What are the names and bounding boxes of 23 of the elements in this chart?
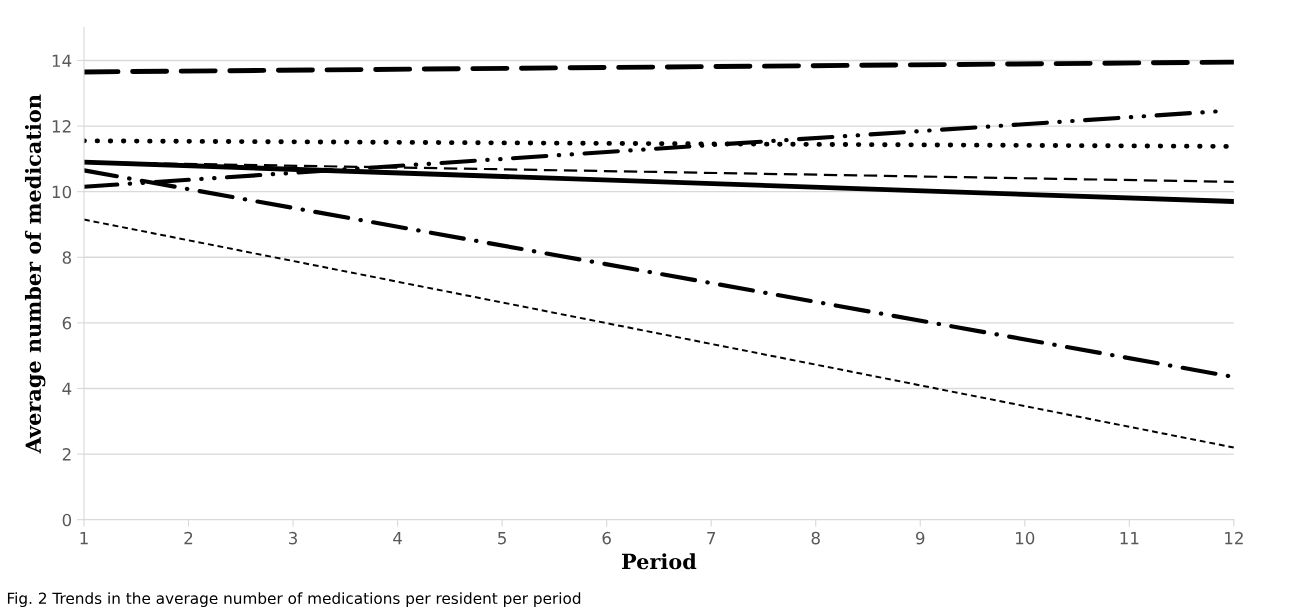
y-tick-label: 8 <box>62 251 72 264</box>
x-tick-label: 9 <box>916 531 925 545</box>
y-tick-label: 2 <box>62 448 71 461</box>
x-axis-title: Period <box>622 553 697 570</box>
x-tick-label: 10 <box>1016 531 1035 545</box>
y-tick-label: 4 <box>62 382 72 395</box>
x-tick-label: 2 <box>184 531 193 545</box>
x-tick-label: 8 <box>811 531 820 545</box>
x-tick-label: 1 <box>80 531 88 545</box>
y-tick-label: 6 <box>62 316 72 330</box>
y-tick-label: 14 <box>52 54 72 67</box>
x-tick-label: 5 <box>498 531 506 545</box>
x-tick-label: 3 <box>289 531 298 545</box>
x-tick-label: 6 <box>602 531 611 545</box>
x-tick-label: 11 <box>1120 531 1139 545</box>
y-tick-label: 0 <box>62 513 72 527</box>
caption: Fig. 2 Trends in the average number of medications per resident per period <box>7 592 581 608</box>
x-tick-label: 7 <box>707 531 716 545</box>
x-tick-label: 4 <box>393 531 402 545</box>
y-tick-label: 10 <box>52 185 72 199</box>
x-tick-label: 12 <box>1225 531 1243 545</box>
y-axis-title: Average number of medication <box>24 94 46 454</box>
y-tick-label: 12 <box>52 120 71 133</box>
